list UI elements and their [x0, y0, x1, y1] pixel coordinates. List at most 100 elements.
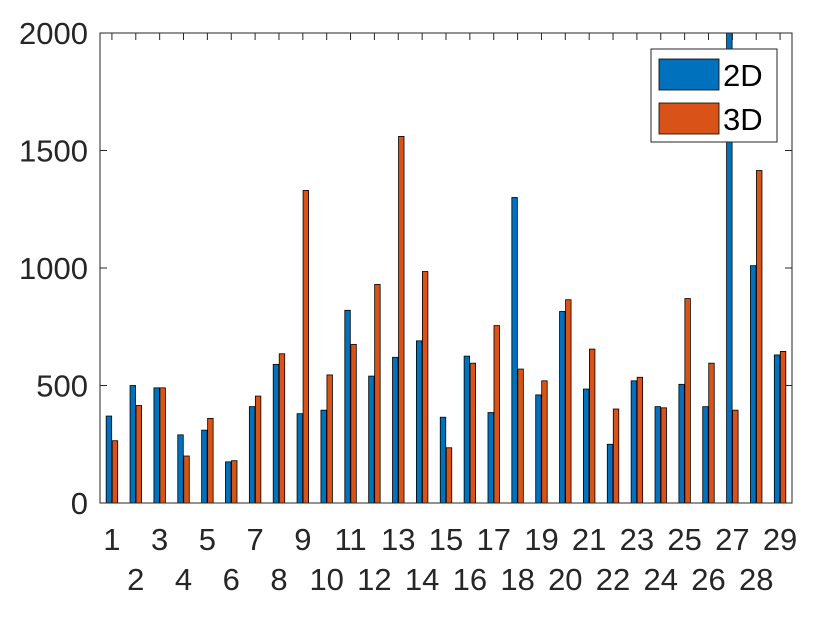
bar-2d-7 — [248, 406, 256, 504]
x-tick-label: 15 — [429, 522, 463, 557]
bar-2d-10 — [320, 409, 327, 504]
x-tick-label: 17 — [476, 522, 510, 557]
bar-3d-25 — [684, 298, 691, 504]
x-tick-label: 3 — [151, 522, 168, 557]
bar-2d-5 — [201, 429, 208, 504]
bar-2d-19 — [535, 394, 542, 504]
bar-3d-4 — [183, 455, 190, 504]
bar-2d-28 — [750, 265, 757, 504]
bar-3d-16 — [469, 362, 477, 504]
y-tick-label: 0 — [71, 486, 88, 521]
bar-3d-29 — [779, 351, 787, 504]
x-tick-label: 4 — [175, 562, 192, 597]
x-tick-label: 7 — [246, 522, 263, 557]
bar-3d-21 — [589, 348, 596, 504]
legend-label-3d: 3D — [723, 102, 763, 137]
bar-2d-2 — [129, 385, 136, 504]
bar-3d-1 — [111, 440, 119, 504]
bar-2d-15 — [439, 416, 447, 504]
x-tick-label: 21 — [572, 522, 606, 557]
bar-2d-6 — [225, 461, 232, 504]
bar-2d-12 — [368, 375, 375, 504]
bar-3d-26 — [708, 362, 715, 504]
bar-3d-14 — [421, 271, 429, 504]
x-tick-label: 5 — [199, 522, 216, 557]
bar-2d-3 — [153, 387, 160, 504]
x-tick-label: 11 — [334, 522, 366, 557]
bar-3d-17 — [493, 325, 500, 504]
x-tick-label: 26 — [691, 562, 725, 597]
bar-3d-27 — [732, 409, 739, 504]
bar-2d-16 — [463, 355, 471, 504]
x-tick-label: 20 — [548, 562, 582, 597]
bar-2d-24 — [654, 406, 661, 504]
x-tick-label: 29 — [763, 522, 797, 557]
bar-3d-5 — [207, 417, 214, 504]
bar-3d-6 — [231, 460, 238, 504]
bar-2d-1 — [105, 415, 113, 504]
y-axis-ticks: 0 500 1000 1500 2000 — [19, 16, 792, 521]
bar-3d-10 — [326, 374, 333, 504]
x-tick-label: 24 — [644, 562, 678, 597]
x-tick-label: 13 — [381, 522, 415, 557]
bar-3d-18 — [517, 368, 524, 504]
x-tick-label: 28 — [739, 562, 773, 597]
y-tick-label: 1000 — [19, 251, 88, 286]
x-tick-label: 14 — [405, 562, 439, 597]
x-tick-label: 12 — [357, 562, 391, 597]
legend-swatch-2d — [658, 58, 720, 91]
x-tick-label: 9 — [294, 522, 311, 557]
bar-3d-13 — [398, 135, 405, 504]
bar-2d-9 — [296, 413, 303, 504]
x-tick-label: 27 — [715, 522, 749, 557]
bar-2d-11 — [344, 309, 351, 504]
bar-3d-11 — [350, 343, 357, 504]
bar-2d-4 — [177, 434, 184, 504]
bar-2d-18 — [511, 197, 518, 504]
bar-2d-21 — [583, 388, 590, 504]
legend-swatch-3d — [658, 102, 720, 135]
bar-3d-22 — [612, 408, 620, 504]
bar-2d-25 — [678, 383, 685, 504]
x-tick-label: 8 — [270, 562, 287, 597]
y-tick-label: 2000 — [19, 16, 88, 51]
bar-2d-17 — [487, 412, 494, 504]
x-tick-label: 18 — [500, 562, 534, 597]
x-tick-label: 16 — [453, 562, 487, 597]
y-tick-label: 1500 — [19, 134, 88, 169]
x-tick-label: 2 — [127, 562, 144, 597]
bar-3d-9 — [302, 190, 309, 504]
bar-2d-23 — [630, 380, 638, 504]
bar-3d-20 — [565, 299, 572, 504]
bar-3d-23 — [636, 376, 644, 504]
bar-2d-14 — [415, 340, 423, 504]
x-tick-label: 1 — [103, 522, 120, 557]
bar-2d-29 — [773, 354, 781, 504]
bar-3d-7 — [254, 395, 262, 504]
bar-2d-20 — [559, 311, 566, 504]
x-tick-label: 10 — [309, 562, 343, 597]
bar-3d-3 — [159, 387, 166, 504]
x-tick-label: 25 — [667, 522, 701, 557]
x-axis-ticks: 1234567891011121314151617181920212223242… — [103, 33, 797, 597]
bar-3d-24 — [660, 407, 667, 504]
bar-3d-28 — [756, 170, 763, 504]
x-tick-label: 22 — [596, 562, 630, 597]
legend-label-2d: 2D — [723, 58, 763, 93]
bar-3d-2 — [135, 405, 142, 504]
bar-2d-22 — [606, 443, 614, 504]
bar-2d-13 — [392, 356, 399, 504]
bar-3d-12 — [374, 284, 381, 504]
bar-2d-8 — [272, 363, 280, 504]
bar-3d-19 — [541, 380, 548, 504]
plot-area-frame — [99, 32, 793, 504]
x-tick-label: 19 — [524, 522, 558, 557]
x-tick-label: 6 — [223, 562, 240, 597]
bar-3d-15 — [445, 447, 453, 504]
bar-2d-26 — [702, 406, 709, 504]
y-tick-label: 500 — [36, 369, 88, 404]
bar-3d-8 — [278, 353, 286, 504]
x-tick-label: 23 — [620, 522, 654, 557]
